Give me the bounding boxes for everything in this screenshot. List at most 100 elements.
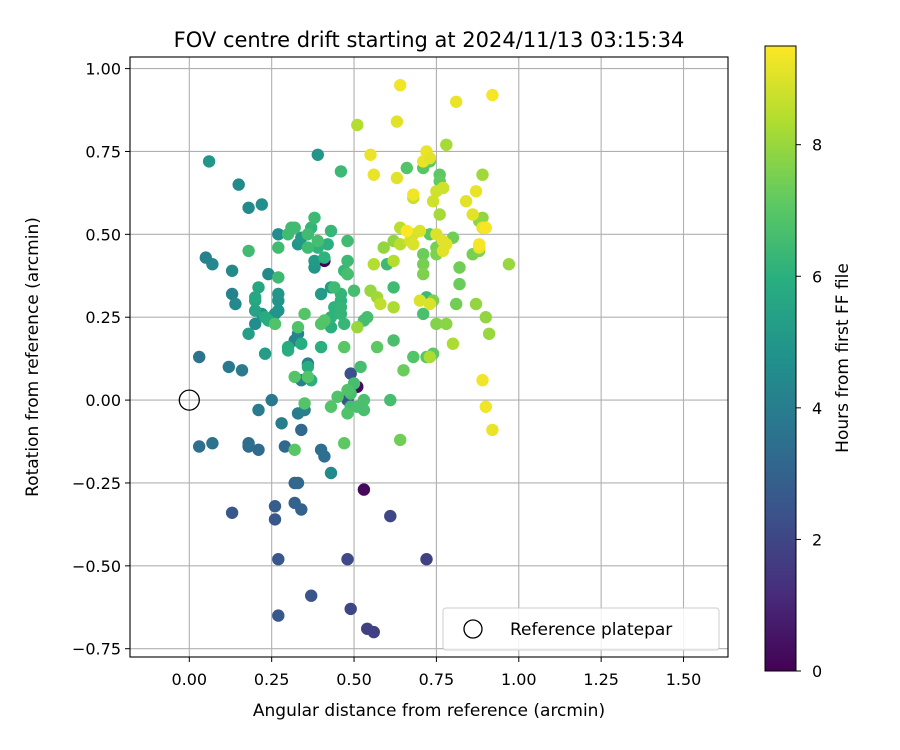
- data-point: [459, 195, 473, 208]
- data-point: [318, 251, 331, 264]
- data-point: [262, 267, 275, 281]
- data-point: [272, 553, 285, 566]
- data-point: [199, 251, 212, 264]
- data-point: [436, 181, 450, 195]
- data-point: [400, 161, 413, 175]
- data-point: [242, 437, 255, 450]
- data-point: [324, 224, 338, 238]
- data-point: [502, 258, 516, 271]
- data-point: [351, 321, 364, 334]
- data-point: [242, 201, 255, 214]
- data-point: [281, 344, 295, 357]
- data-point: [364, 148, 377, 161]
- data-point: [272, 228, 285, 241]
- data-point: [272, 304, 285, 317]
- colorbar-tick-label: 2: [812, 530, 822, 549]
- data-point: [272, 271, 285, 284]
- data-point: [321, 238, 334, 251]
- data-point: [387, 301, 400, 314]
- x-tick-label: 1.00: [501, 670, 537, 689]
- data-point: [334, 307, 348, 321]
- data-point: [341, 553, 354, 566]
- data-point: [298, 307, 311, 321]
- data-point: [278, 440, 292, 453]
- colorbar-label: Hours from first FF file: [833, 263, 853, 453]
- data-point: [314, 287, 328, 301]
- data-point: [225, 506, 239, 519]
- data-point: [249, 304, 262, 317]
- data-point: [301, 241, 315, 254]
- y-tick-label: −0.75: [72, 640, 121, 659]
- data-point: [417, 307, 430, 321]
- data-point: [328, 281, 341, 294]
- data-point: [308, 211, 321, 224]
- data-point: [305, 589, 318, 602]
- data-point: [193, 440, 206, 453]
- data-point: [252, 403, 265, 417]
- data-points: [178, 79, 516, 639]
- data-point: [482, 327, 496, 340]
- data-point: [357, 393, 371, 407]
- data-point: [288, 496, 301, 510]
- data-point: [288, 443, 301, 456]
- colorbar-ticks: 0 2 4 6 8: [796, 136, 822, 681]
- data-point: [301, 370, 315, 384]
- data-point: [417, 267, 430, 281]
- data-point: [318, 314, 331, 327]
- data-point: [298, 397, 311, 410]
- data-point: [387, 334, 400, 347]
- data-point: [242, 327, 255, 340]
- data-point: [446, 337, 460, 350]
- data-point: [295, 337, 308, 350]
- data-point: [407, 350, 420, 364]
- colorbar-gradient: [764, 45, 797, 672]
- y-tick-label: 0.50: [85, 225, 121, 244]
- data-point: [417, 258, 430, 271]
- data-point: [479, 400, 492, 413]
- data-point: [255, 198, 268, 211]
- data-point: [384, 393, 397, 407]
- data-point: [338, 340, 351, 354]
- data-point: [407, 188, 420, 201]
- data-point: [242, 244, 255, 258]
- colorbar-tick-label: 6: [812, 267, 822, 286]
- data-point: [466, 208, 479, 221]
- data-point: [400, 224, 413, 238]
- data-point: [479, 221, 492, 234]
- x-tick-label: 1.25: [583, 670, 619, 689]
- data-point: [390, 171, 404, 185]
- data-point: [341, 407, 354, 420]
- data-point: [344, 602, 357, 616]
- data-point: [354, 360, 367, 374]
- data-point: [357, 403, 371, 417]
- data-point: [476, 374, 489, 387]
- data-point: [394, 433, 407, 447]
- data-point: [301, 360, 315, 374]
- data-point: [229, 297, 242, 311]
- data-point: [387, 281, 400, 294]
- data-point: [370, 340, 384, 354]
- data-point: [423, 151, 436, 165]
- data-point: [311, 148, 324, 161]
- data-point: [367, 168, 380, 181]
- y-tick-label: 1.00: [85, 60, 121, 79]
- data-point: [450, 297, 463, 311]
- data-point: [384, 509, 397, 523]
- data-point: [469, 185, 483, 198]
- y-tick-label: −0.25: [72, 474, 121, 493]
- x-tick-label: 0.50: [336, 670, 372, 689]
- data-point: [295, 423, 308, 437]
- data-point: [469, 297, 483, 311]
- data-point: [394, 238, 407, 251]
- data-point: [225, 264, 239, 277]
- data-point: [272, 609, 285, 622]
- data-point: [222, 360, 235, 374]
- data-point: [268, 317, 282, 331]
- data-point: [331, 390, 344, 403]
- data-point: [476, 168, 489, 181]
- data-point: [324, 466, 338, 480]
- data-point: [347, 284, 361, 297]
- y-axis-label: Rotation from reference (arcmin): [23, 217, 43, 497]
- data-point: [344, 367, 357, 380]
- data-point: [426, 195, 440, 208]
